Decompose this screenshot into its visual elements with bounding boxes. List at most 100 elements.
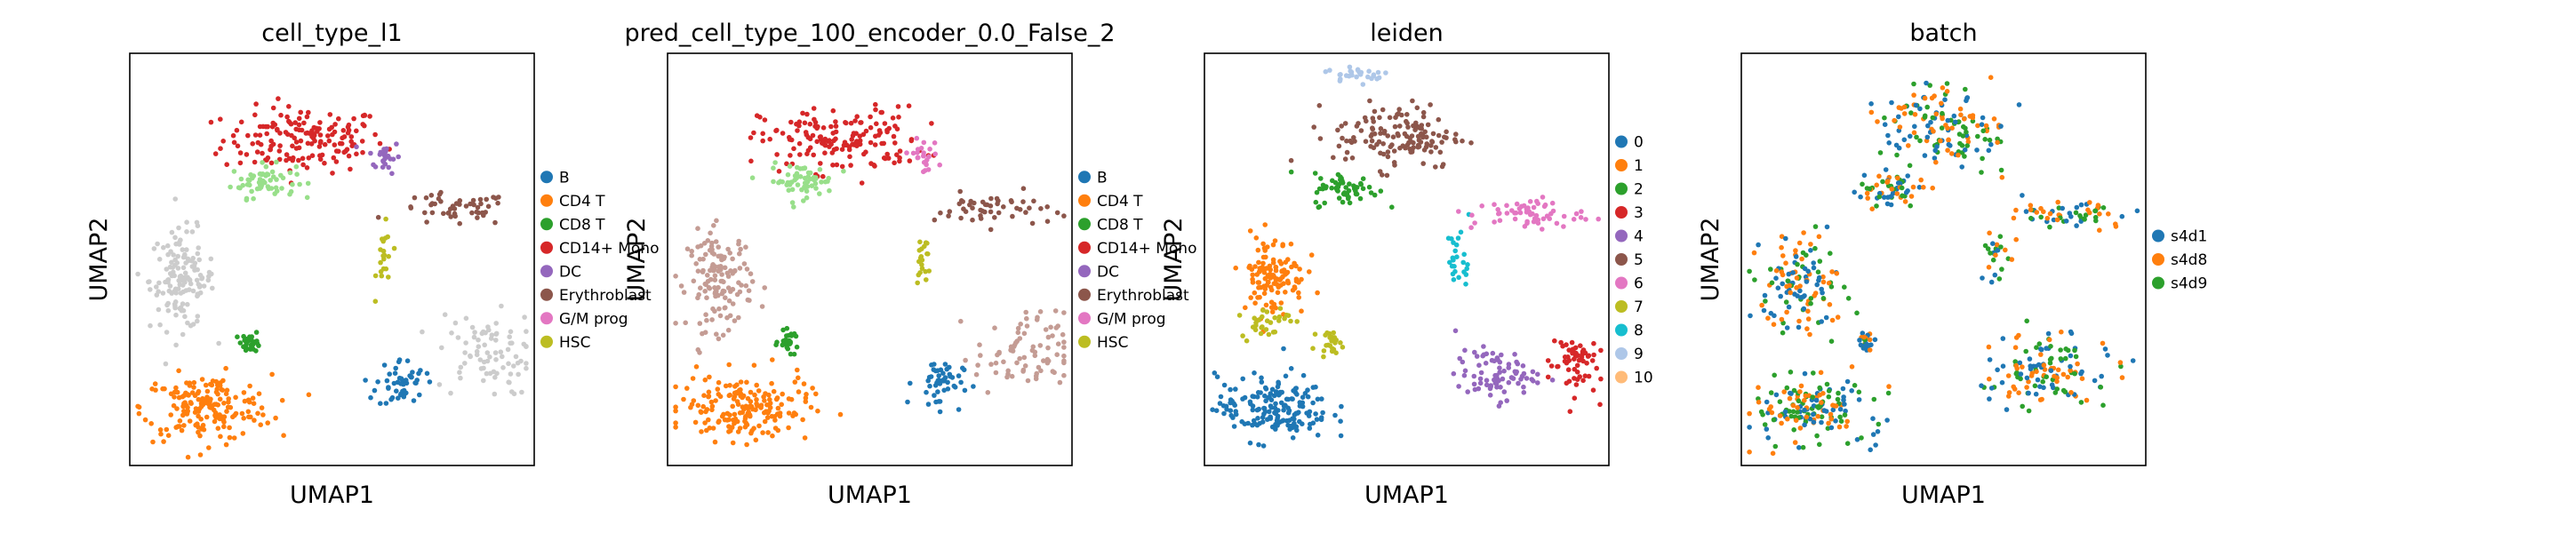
scatter-point [1515,361,1521,367]
scatter-point [673,321,678,326]
scatter-point [1988,279,1995,285]
scatter-point [227,425,232,431]
scatter-point [1282,315,1287,322]
scatter-point [1428,149,1434,155]
scatter-point [1221,382,1228,388]
scatter-point [1318,176,1324,181]
scatter-point [493,357,499,362]
scatter-point [1025,378,1031,384]
scatter-point [1549,200,1556,206]
scatter-point [167,271,173,276]
scatter-point [208,119,214,125]
scatter-point [801,381,807,386]
scatter-point [1808,300,1813,306]
scatter-point [1786,271,1792,277]
scatter-point [2074,204,2080,211]
scatter-point [1845,296,1852,301]
scatter-point [1814,282,1820,288]
scatter-point [1908,133,1913,139]
scatter-point [776,169,782,174]
scatter-point [2079,376,2085,382]
scatter-point [1858,342,1864,348]
scatter-point [1269,309,1276,314]
scatter-point [788,119,794,125]
scatter-point [1579,209,1584,214]
legend-marker [1615,229,1628,243]
scatter-point [743,244,748,251]
scatter-point [1820,290,1825,296]
scatter-point [196,388,202,394]
scatter-point [1375,69,1381,76]
scatter-point [796,123,802,129]
scatter-point [794,344,800,350]
scatter-point [852,118,858,123]
scatter-point [1450,255,1456,261]
scatter-point [725,246,731,252]
scatter-point [1594,365,1599,371]
scatter-point [1501,368,1507,374]
scatter-point [1367,98,1372,104]
scatter-point [958,215,964,221]
scatter-point [1547,216,1552,221]
scatter-point [1383,70,1388,76]
scatter-point [721,411,726,418]
scatter-point [2013,370,2020,377]
scatter-point [770,357,775,362]
scatter-point [363,378,368,383]
scatter-point [740,393,747,399]
scatter-point [817,134,823,140]
scatter-point [387,371,393,377]
legend-marker [1615,159,1628,171]
scatter-point [1021,354,1028,361]
scatter-point [718,264,724,269]
scatter-point [698,409,704,415]
scatter-point [1479,203,1484,209]
scatter-point [1021,330,1028,337]
scatter-point [1884,418,1890,423]
scatter-point [791,351,797,357]
scatter-point [1530,369,1536,375]
scatter-point [1815,269,1821,275]
scatter-point [937,409,943,415]
scatter-point [1374,76,1380,82]
scatter-point [156,257,163,262]
scatter-point [164,426,170,433]
scatter-point [1524,376,1530,381]
scatter-point [977,342,982,348]
scatter-point [2020,403,2025,410]
scatter-point [2045,330,2052,337]
scatter-point [772,160,778,165]
scatter-point [1885,390,1892,396]
scatter-point [160,290,166,296]
scatter-point [678,283,684,289]
scatter-point [1214,374,1220,380]
scatter-point [383,401,389,406]
scatter-point [1801,230,1806,235]
scatter-point [1506,379,1512,386]
scatter-point [940,378,946,384]
scatter-point [1054,210,1060,216]
scatter-point [1917,106,1923,112]
scatter-point [1336,195,1342,201]
scatter-point [472,330,477,335]
scatter-point [1380,141,1386,147]
scatter-point [848,163,853,168]
scatter-point [519,389,524,395]
scatter-point [1269,386,1276,393]
scatter-point [1252,315,1257,322]
scatter-point [411,398,417,403]
scatter-point [1819,419,1824,426]
scatter-point [260,123,266,130]
scatter-point [1810,394,1815,400]
scatter-point [1273,389,1279,394]
legend-marker [540,265,553,278]
scatter-point [485,324,491,330]
scatter-point [368,394,373,401]
scatter-point [762,410,767,416]
scatter-point [1228,400,1233,406]
scatter-point [263,163,269,170]
scatter-point [1276,379,1281,386]
scatter-point [386,274,391,280]
scatter-point [1852,383,1858,388]
